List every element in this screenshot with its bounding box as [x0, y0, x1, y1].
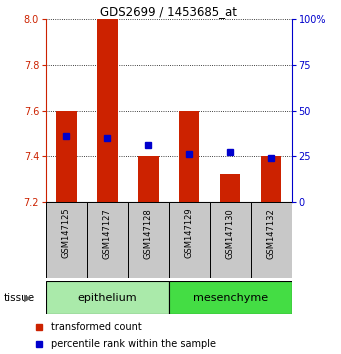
Text: GSM147127: GSM147127	[103, 208, 112, 259]
Bar	[128, 202, 169, 278]
Text: GSM147130: GSM147130	[226, 208, 235, 259]
Text: GSM147125: GSM147125	[62, 208, 71, 258]
Text: GSM147128: GSM147128	[144, 208, 153, 259]
Bar	[46, 202, 87, 278]
Text: epithelium: epithelium	[78, 293, 137, 303]
Bar	[210, 202, 251, 278]
Title: GDS2699 / 1453685_at: GDS2699 / 1453685_at	[100, 5, 237, 18]
Bar	[179, 111, 199, 202]
Bar	[46, 281, 169, 314]
Bar	[251, 202, 292, 278]
Bar	[87, 202, 128, 278]
Text: GSM147132: GSM147132	[267, 208, 276, 259]
Text: transformed count: transformed count	[51, 322, 142, 332]
Bar	[220, 175, 240, 202]
Text: ▶: ▶	[24, 293, 32, 303]
Bar	[169, 202, 210, 278]
Text: GSM147129: GSM147129	[185, 208, 194, 258]
Bar	[169, 281, 292, 314]
Bar	[97, 19, 118, 202]
Bar	[56, 111, 77, 202]
Text: tissue: tissue	[3, 293, 34, 303]
Text: mesenchyme: mesenchyme	[193, 293, 268, 303]
Bar	[138, 156, 159, 202]
Bar	[261, 156, 281, 202]
Text: percentile rank within the sample: percentile rank within the sample	[51, 339, 216, 349]
